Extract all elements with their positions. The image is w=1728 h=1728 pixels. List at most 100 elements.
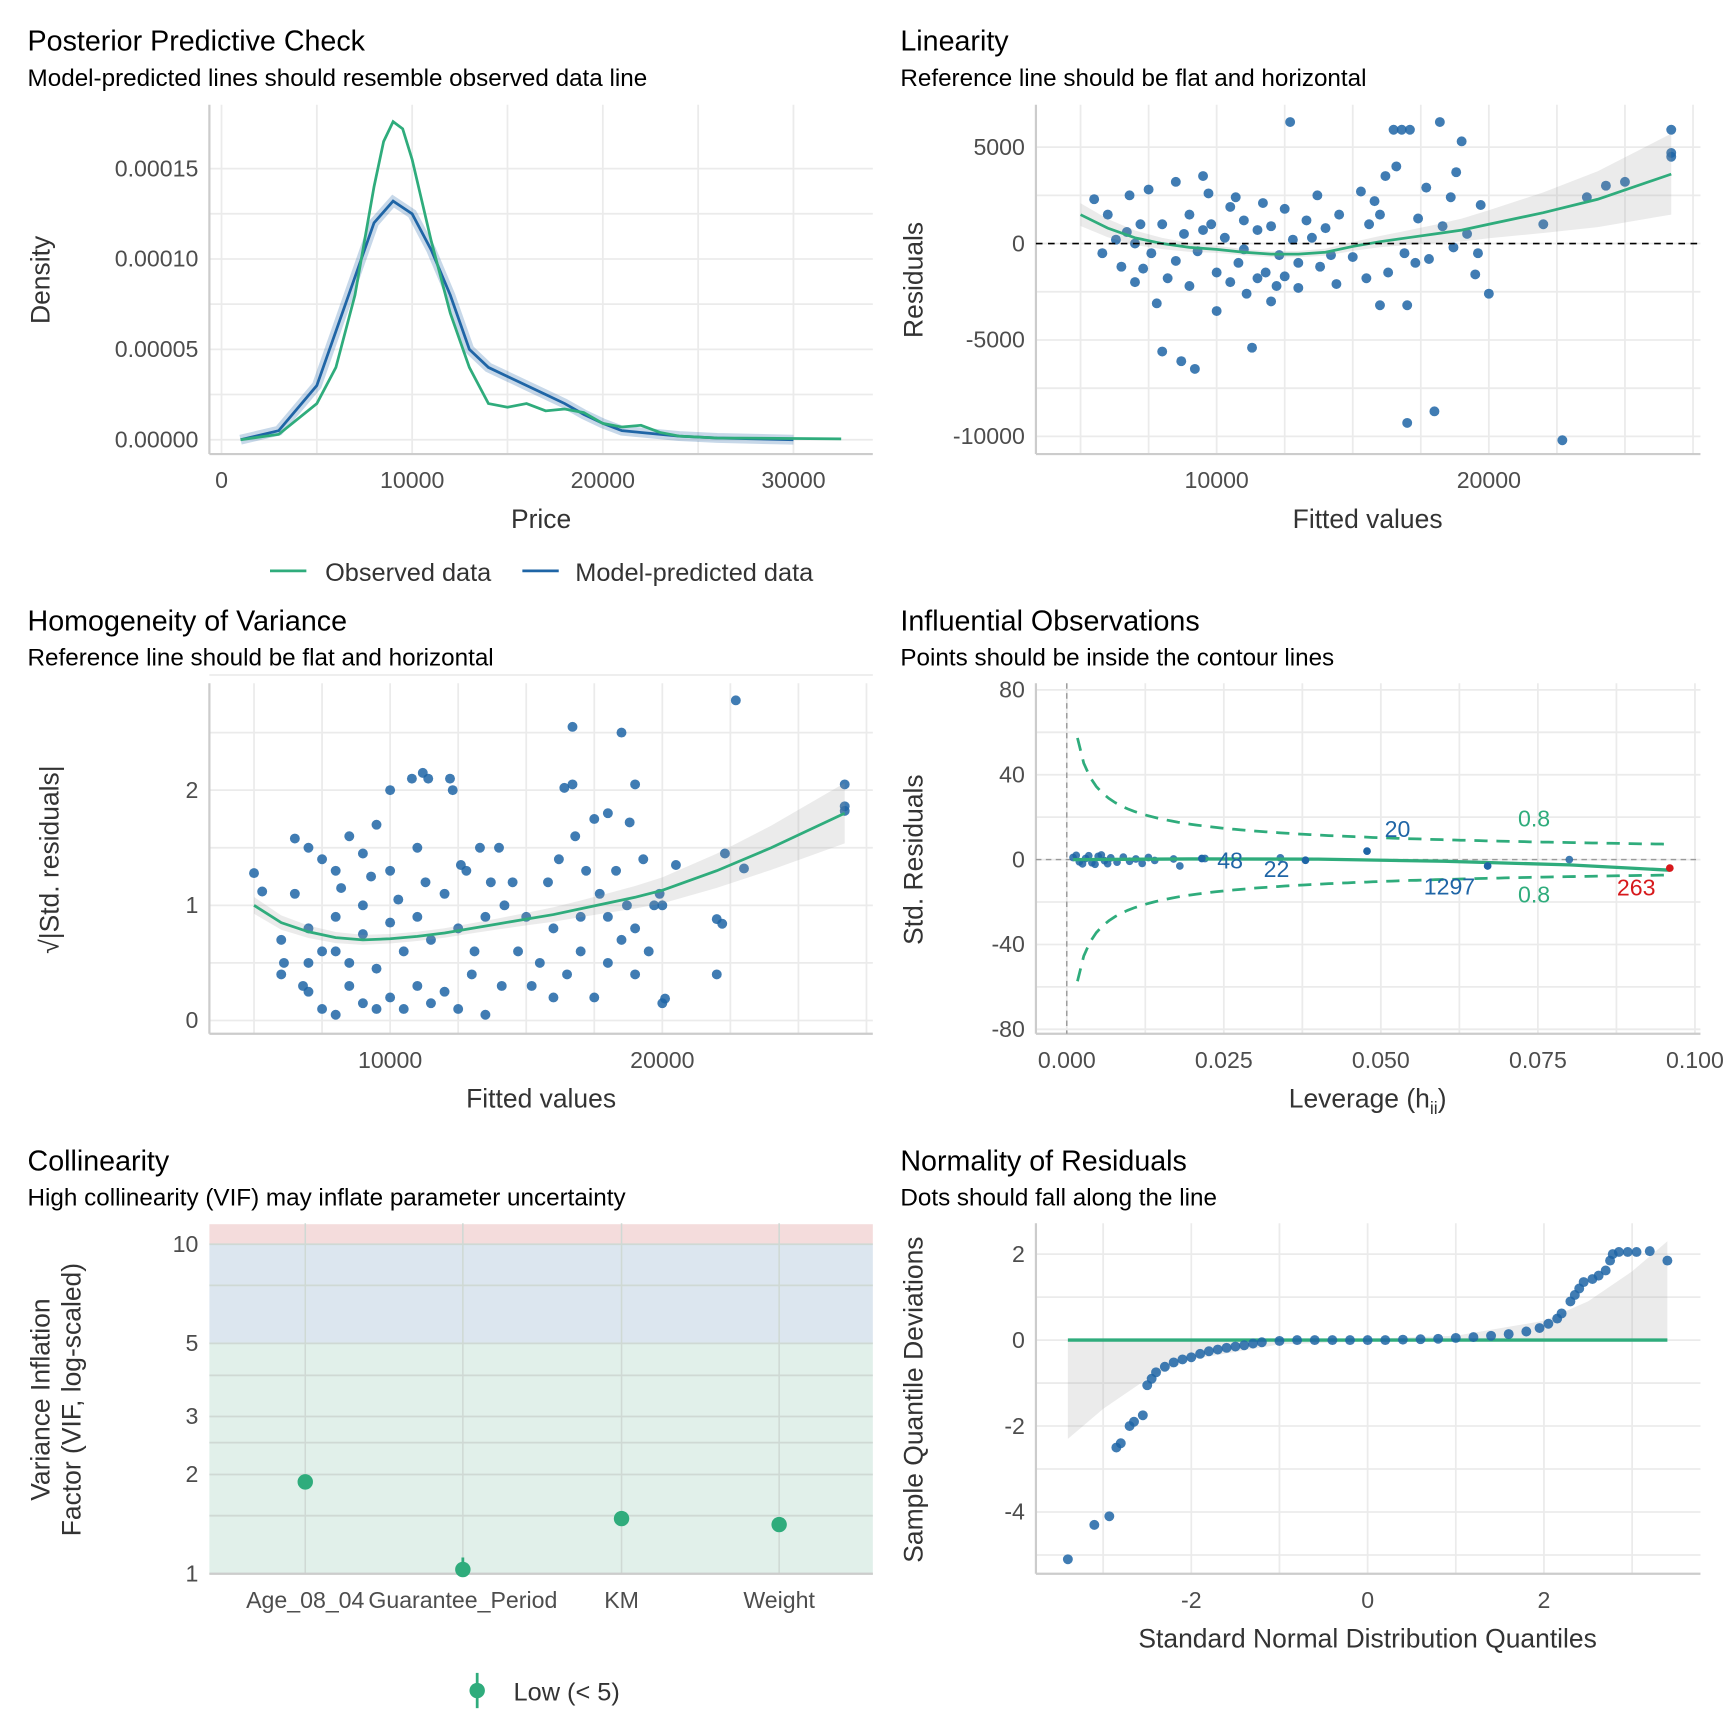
data-point xyxy=(412,980,423,991)
x-tick-label: Weight xyxy=(743,1587,815,1613)
y-tick-label: 0.00010 xyxy=(115,246,199,272)
data-point xyxy=(1084,851,1093,860)
y-tick-label: -4 xyxy=(1004,1499,1025,1525)
x-tick-label: 0.100 xyxy=(1666,1047,1724,1073)
data-point xyxy=(485,877,496,888)
labeled-point xyxy=(1301,856,1310,865)
y-tick-label: 0 xyxy=(1012,1327,1025,1353)
data-point xyxy=(1503,1329,1514,1340)
data-point xyxy=(1362,1335,1373,1346)
data-point xyxy=(638,854,649,865)
panel-subtitle: Reference line should be flat and horizo… xyxy=(28,645,494,672)
data-point xyxy=(534,957,545,968)
data-point xyxy=(1089,1519,1100,1530)
panel-subtitle: Reference line should be flat and horizo… xyxy=(900,65,1366,92)
y-tick-label: 0.00005 xyxy=(115,336,199,362)
y-axis-title: Residuals xyxy=(898,222,928,338)
data-point xyxy=(1437,221,1448,232)
data-point xyxy=(276,934,287,945)
data-point xyxy=(1198,225,1209,236)
y-tick-label: 0 xyxy=(185,1007,198,1033)
data-point xyxy=(336,883,347,894)
data-point xyxy=(1456,136,1467,147)
point-label: 263 xyxy=(1617,875,1656,901)
y-axis-title-line2: Factor (VIF, log-scaled) xyxy=(56,1263,86,1536)
panel-title: Posterior Predictive Check xyxy=(28,26,366,58)
data-point xyxy=(357,900,368,911)
data-point xyxy=(1279,203,1290,214)
x-axis-title: Price xyxy=(511,504,571,534)
data-point xyxy=(548,923,559,934)
data-point xyxy=(1103,859,1112,868)
data-point xyxy=(1241,288,1252,299)
data-point xyxy=(1260,267,1271,278)
data-point xyxy=(1116,261,1127,272)
data-point xyxy=(385,917,396,928)
data-point xyxy=(1375,209,1385,220)
data-point xyxy=(385,992,396,1003)
legend-label-observed: Observed data xyxy=(325,559,492,587)
x-tick-label: 2 xyxy=(1538,1587,1551,1613)
x-tick-label: KM xyxy=(604,1587,639,1613)
data-point xyxy=(739,863,749,874)
data-point xyxy=(1593,1270,1604,1281)
data-point xyxy=(657,900,668,911)
x-tick-label: 10000 xyxy=(358,1047,422,1073)
x-axis-title: Standard Normal Distribution Quantiles xyxy=(1138,1624,1596,1654)
data-point xyxy=(589,813,600,824)
data-point xyxy=(548,992,559,1003)
observed-line xyxy=(240,119,842,442)
data-point xyxy=(630,923,641,934)
confidence-band xyxy=(1080,133,1672,258)
data-point xyxy=(1613,1247,1624,1257)
data-point xyxy=(1429,406,1440,417)
panel-title: Collinearity xyxy=(28,1145,170,1177)
data-point xyxy=(1143,184,1154,195)
data-point xyxy=(602,808,613,819)
data-point xyxy=(1219,232,1230,243)
data-point xyxy=(611,865,622,876)
data-point xyxy=(594,888,605,899)
data-point xyxy=(1157,219,1168,230)
panel-homogeneity-of-variance: Homogeneity of Variance Reference line s… xyxy=(28,605,873,1114)
contour-label-upper: 0.8 xyxy=(1518,806,1550,832)
data-point xyxy=(1062,1554,1073,1565)
data-point xyxy=(499,900,510,911)
data-point xyxy=(371,819,382,830)
data-point xyxy=(357,848,368,859)
x-tick-label: -2 xyxy=(1181,1587,1202,1613)
data-point xyxy=(1470,269,1481,280)
data-point xyxy=(1257,198,1268,209)
data-point xyxy=(406,773,417,784)
y-tick-label: 0.00015 xyxy=(115,155,199,181)
data-point xyxy=(398,946,409,957)
data-point xyxy=(1402,300,1413,311)
data-point xyxy=(1239,1340,1250,1351)
data-point xyxy=(1375,300,1385,311)
data-point xyxy=(1383,267,1394,278)
data-point xyxy=(1312,190,1323,201)
data-point xyxy=(412,842,423,853)
data-point xyxy=(466,969,477,980)
data-point xyxy=(276,969,287,980)
y-tick-label: 2 xyxy=(1012,1241,1025,1267)
data-point xyxy=(317,854,328,865)
data-point xyxy=(1301,215,1312,226)
point-label: 20 xyxy=(1385,816,1411,842)
panel-normality-of-residuals: Normality of Residuals Dots should fall … xyxy=(898,1145,1701,1654)
data-point xyxy=(1320,223,1331,234)
data-point xyxy=(357,929,368,940)
y-tick-label: -40 xyxy=(991,931,1024,957)
y-tick-label: 0 xyxy=(1012,846,1025,872)
data-point xyxy=(494,842,504,853)
y-tick-label: 0.00000 xyxy=(115,426,199,452)
legend-label-predicted: Model-predicted data xyxy=(575,559,814,587)
data-point xyxy=(1415,1334,1426,1345)
data-point xyxy=(344,831,355,842)
data-point xyxy=(1534,1323,1545,1334)
data-point xyxy=(1355,186,1366,197)
panel-title: Homogeneity of Variance xyxy=(28,605,347,637)
data-point xyxy=(1364,219,1375,230)
data-point xyxy=(303,842,314,853)
y-tick-label: 2 xyxy=(185,777,198,803)
